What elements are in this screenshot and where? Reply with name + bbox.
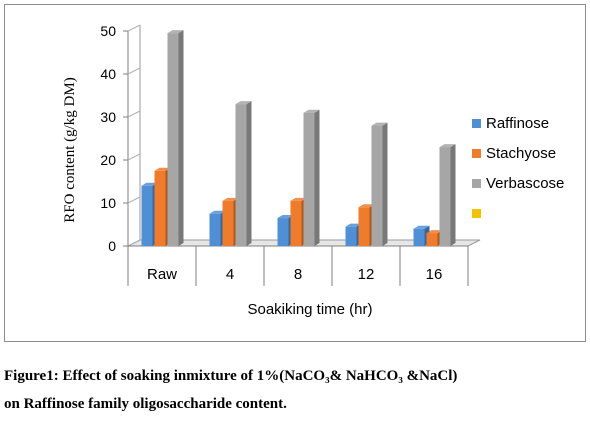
legend-label: Stachyose bbox=[486, 145, 556, 162]
x-tick-label: Raw bbox=[147, 266, 177, 283]
bar-chart: 0 10 20 30 40 50 Raw 4 8 12 16 RFO content (g/kg DM… bbox=[62, 23, 564, 318]
bar bbox=[141, 185, 153, 246]
bar bbox=[426, 233, 438, 246]
bar bbox=[290, 200, 302, 246]
bar bbox=[209, 213, 221, 246]
bar bbox=[154, 170, 166, 246]
bar bbox=[358, 207, 370, 246]
bar-top bbox=[439, 144, 456, 148]
x-tick-label: 16 bbox=[426, 266, 443, 283]
x-tick-label: 12 bbox=[358, 266, 375, 283]
legend-swatch bbox=[472, 209, 481, 218]
figure-caption: Figure1: Effect of soaking inmixture of … bbox=[4, 362, 586, 418]
bar-top bbox=[413, 225, 430, 229]
legend-label: Raffinose bbox=[486, 115, 549, 132]
bar-top bbox=[141, 182, 158, 186]
bar bbox=[371, 125, 383, 246]
legend-label: Verbascose bbox=[486, 175, 564, 192]
bar-top bbox=[290, 197, 307, 201]
legend-swatch bbox=[472, 179, 481, 188]
x-tick-label: 8 bbox=[294, 266, 302, 283]
bar-top bbox=[303, 109, 320, 113]
bar bbox=[413, 228, 425, 246]
bar-top bbox=[167, 30, 184, 34]
y-tick-label: 50 bbox=[100, 23, 116, 39]
bar-top bbox=[235, 101, 252, 105]
bar bbox=[277, 218, 289, 246]
y-tick-depth bbox=[127, 110, 141, 118]
bar-top bbox=[222, 197, 239, 201]
legend-swatch bbox=[472, 119, 481, 128]
bar-side bbox=[178, 30, 184, 247]
bar bbox=[303, 112, 315, 246]
bar bbox=[222, 200, 234, 246]
y-tick-label: 30 bbox=[100, 109, 116, 125]
y-tick-depth bbox=[127, 24, 141, 32]
caption-line-1: Figure1: Effect of soaking inmixture of … bbox=[4, 368, 458, 384]
chart-frame bbox=[4, 4, 586, 342]
y-tick-label: 0 bbox=[108, 238, 116, 254]
bar bbox=[439, 147, 451, 246]
bar bbox=[167, 33, 179, 247]
bar-top bbox=[277, 215, 294, 219]
y-tick-depth bbox=[127, 67, 141, 75]
bar-side bbox=[450, 144, 456, 246]
y-axis-label: RFO content (g/kg DM) bbox=[62, 77, 78, 222]
x-tick-label: 4 bbox=[226, 266, 234, 283]
y-tick-label: 40 bbox=[100, 66, 116, 82]
caption-line-2: on Raffinose family oligosaccharide cont… bbox=[4, 396, 287, 412]
bar-top bbox=[345, 223, 362, 227]
y-tick-depth bbox=[127, 196, 141, 204]
bar-top bbox=[371, 122, 388, 126]
bar-side bbox=[314, 109, 320, 246]
x-axis-label: Soakiking time (hr) bbox=[247, 301, 372, 318]
bar bbox=[235, 104, 247, 246]
bar-side bbox=[382, 122, 388, 246]
y-tick-label: 10 bbox=[100, 195, 116, 211]
bar-top bbox=[426, 230, 443, 234]
bar-top bbox=[154, 167, 171, 171]
y-tick-depth bbox=[127, 153, 141, 161]
bar-top bbox=[358, 204, 375, 208]
bar-side bbox=[246, 101, 252, 246]
bar-top bbox=[209, 210, 226, 214]
bar bbox=[345, 226, 357, 246]
y-tick-depth bbox=[127, 239, 141, 247]
y-tick-label: 20 bbox=[100, 152, 116, 168]
legend-swatch bbox=[472, 149, 481, 158]
